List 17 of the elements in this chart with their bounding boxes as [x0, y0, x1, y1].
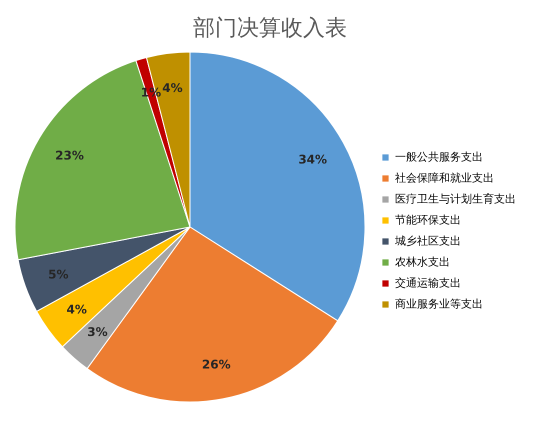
legend-label: 商业服务业等支出: [395, 298, 483, 310]
legend-label: 一般公共服务支出: [395, 150, 483, 164]
data-label: 23%: [55, 148, 84, 163]
legend-label: 医疗卫生与计划生育支出: [395, 192, 516, 206]
chart-title: 部门决算收入表: [193, 16, 347, 41]
data-label: 4%: [66, 302, 87, 316]
data-label: 4%: [162, 81, 183, 96]
legend-label: 交通运输支出: [395, 276, 461, 290]
legend-label: 社会保障和就业支出: [395, 172, 494, 184]
data-label: 34%: [298, 152, 328, 167]
data-label: 1%: [140, 86, 162, 100]
legend-label: 城乡社区支出: [394, 234, 461, 248]
data-label: 3%: [87, 325, 108, 340]
data-label: 5%: [48, 267, 68, 282]
legend-label: 农林水支出: [395, 256, 450, 268]
data-label: 26%: [202, 358, 231, 372]
legend-label: 节能环保支出: [395, 214, 461, 226]
